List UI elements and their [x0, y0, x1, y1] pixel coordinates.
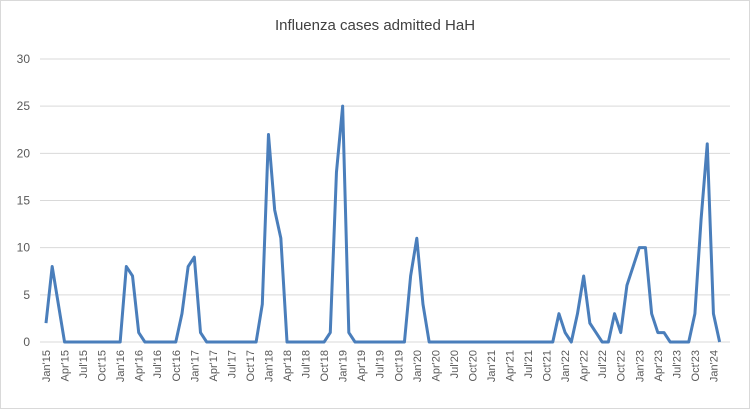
x-tick-label: Apr'18: [282, 350, 294, 381]
y-tick-label: 10: [17, 241, 31, 255]
x-tick-label: Jan'16: [115, 350, 127, 382]
y-tick-label: 5: [23, 288, 30, 302]
x-tick-label: Jan'17: [189, 350, 201, 382]
x-tick-label: Oct'18: [319, 350, 331, 381]
x-tick-label: Jul'23: [671, 350, 683, 378]
x-tick-label: Oct'16: [171, 350, 183, 381]
x-tick-label: Apr'17: [208, 350, 220, 381]
x-tick-label: Jul'18: [301, 350, 313, 378]
y-tick-label: 15: [17, 194, 31, 208]
x-tick-label: Oct'15: [97, 350, 109, 381]
y-tick-label: 0: [23, 335, 30, 349]
x-tick-label: Jan'18: [263, 350, 275, 382]
data-line: [44, 104, 722, 344]
x-tick-label: Jul'15: [78, 350, 90, 378]
x-tick-label: Jul'22: [597, 350, 609, 378]
y-tick-label: 25: [17, 99, 31, 113]
x-tick-label: Oct'21: [542, 350, 554, 381]
x-tick-label: Jan'15: [41, 350, 53, 382]
x-tick-label: Oct'17: [245, 350, 257, 381]
x-tick-label: Jan'24: [708, 350, 720, 382]
x-tick-label: Jan'20: [412, 350, 424, 382]
x-tick-label: Jan'21: [486, 350, 498, 382]
x-tick-label: Jul'21: [523, 350, 535, 378]
y-tick-label: 20: [17, 146, 31, 160]
x-tick-label: Jul'20: [449, 350, 461, 378]
x-tick-label: Jul'17: [226, 350, 238, 378]
y-tick-label: 30: [17, 52, 31, 66]
chart-title: Influenza cases admitted HaH: [275, 17, 475, 34]
x-tick-label: Jan'22: [560, 350, 572, 382]
x-tick-label: Apr'15: [60, 350, 72, 381]
x-tick-label: Oct'20: [467, 350, 479, 381]
x-tick-label: Oct'22: [616, 350, 628, 381]
x-tick-label: Jul'19: [375, 350, 387, 378]
x-tick-label: Apr'20: [430, 350, 442, 381]
x-tick-label: Apr'22: [579, 350, 591, 381]
x-tick-label: Apr'16: [134, 350, 146, 381]
x-tick-label: Apr'19: [356, 350, 368, 381]
x-tick-label: Apr'21: [505, 350, 517, 381]
x-tick-label: Oct'23: [690, 350, 702, 381]
x-tick-label: Apr'23: [653, 350, 665, 381]
x-tick-label: Jul'16: [152, 350, 164, 378]
x-tick-label: Oct'19: [393, 350, 405, 381]
x-tick-label: Jan'19: [338, 350, 350, 382]
x-tick-label: Jan'23: [634, 350, 646, 382]
